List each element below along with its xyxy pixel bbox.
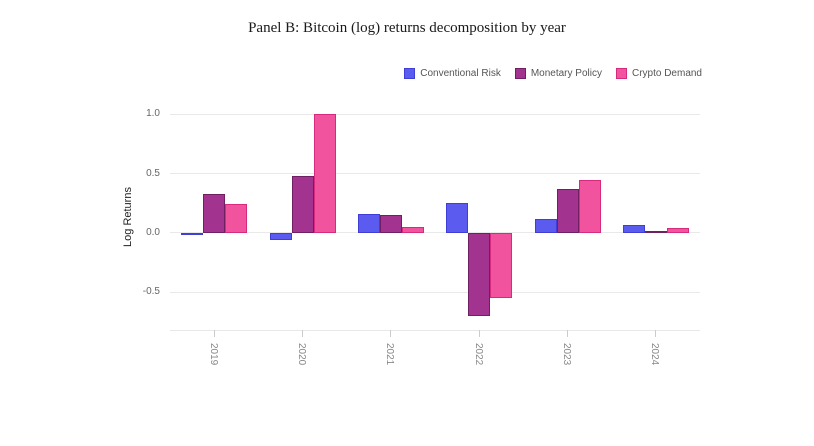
- y-tick-label: 0.5: [146, 167, 160, 179]
- x-tick-mark: [213, 330, 215, 337]
- x-tick-label-2022: 2022: [472, 343, 484, 366]
- y-tick-label: 1.0: [146, 108, 160, 120]
- bar-2022-crypto-demand: [490, 232, 513, 299]
- legend-swatch-icon: [615, 68, 627, 79]
- bar-2023-crypto-demand: [578, 179, 601, 233]
- bar-2020-conventional-risk: [269, 232, 292, 240]
- bar-2021-monetary-policy: [379, 215, 402, 233]
- x-tick-mark: [302, 330, 303, 337]
- bar-2020-crypto-demand: [313, 114, 336, 233]
- bar-2022-conventional-risk: [446, 203, 469, 233]
- bar-2023-conventional-risk: [534, 218, 557, 233]
- y-tick-label: -0.5: [142, 286, 160, 298]
- bar-2024-conventional-risk: [622, 224, 645, 233]
- x-tick-label-2024: 2024: [649, 343, 661, 366]
- x-tick-label-2023: 2023: [561, 343, 572, 366]
- bar-2020-monetary-policy: [291, 176, 314, 233]
- bar-2019-conventional-risk: [181, 232, 204, 236]
- legend: Conventional Risk Monetary Policy Crypto D…: [404, 68, 702, 79]
- bar-2022-monetary-policy: [468, 232, 491, 316]
- legend-item-crypto-demand[interactable]: Crypto Demand: [615, 68, 702, 79]
- gridline-y-1: [170, 113, 700, 115]
- legend-item-monetary-policy[interactable]: Monetary Policy: [514, 68, 602, 79]
- bar-2023-monetary-policy: [556, 189, 579, 233]
- bar-2024-crypto-demand: [666, 228, 689, 233]
- x-tick-mark: [567, 330, 568, 337]
- plot-area: 1.0 0.5 0.0 -0.5 2019 2020 2021 2022 2023 2024: [143, 105, 700, 365]
- legend-label: Conventional Risk: [420, 68, 501, 79]
- x-tick-mark: [478, 330, 480, 337]
- y-axis-title: Log Returns: [122, 187, 134, 247]
- x-tick-mark: [390, 330, 392, 337]
- gridline-y--0.5: [170, 291, 700, 293]
- x-tick-label-2021: 2021: [384, 343, 396, 366]
- bar-2019-crypto-demand: [225, 204, 248, 233]
- legend-label: Crypto Demand: [631, 68, 702, 79]
- legend-swatch-icon: [514, 68, 526, 79]
- legend-item-conventional-risk[interactable]: Conventional Risk: [404, 68, 501, 79]
- x-tick-label-2019: 2019: [207, 343, 219, 366]
- chart-title: Panel B: Bitcoin (log) returns decomposi…: [248, 20, 566, 36]
- bar-2021-crypto-demand: [401, 226, 424, 233]
- legend-swatch-icon: [404, 68, 416, 79]
- bar-2024-monetary-policy: [644, 230, 667, 233]
- x-tick-label-2020: 2020: [296, 343, 307, 366]
- bar-2021-conventional-risk: [357, 213, 380, 233]
- gridline-y-0.5: [170, 173, 700, 175]
- bar-2019-monetary-policy: [203, 193, 226, 233]
- x-tick-mark: [655, 330, 657, 337]
- y-tick-label: 0.0: [146, 226, 160, 238]
- legend-label: Monetary Policy: [530, 68, 602, 79]
- gridline-y-0: [170, 232, 700, 234]
